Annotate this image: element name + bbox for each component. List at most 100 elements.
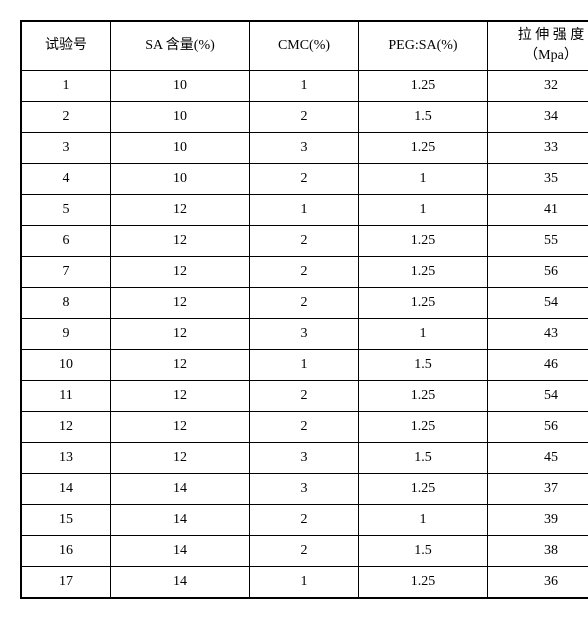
cell-ten: 38: [488, 536, 588, 567]
cell-peg: 1.5: [359, 536, 488, 567]
cell-cmc: 3: [250, 474, 359, 505]
cell-cmc: 2: [250, 381, 359, 412]
cell-ten: 45: [488, 443, 588, 474]
cell-sa: 12: [111, 443, 250, 474]
cell-peg: 1.25: [359, 71, 488, 102]
cell-ten: 43: [488, 319, 588, 350]
cell-sa: 10: [111, 133, 250, 164]
table-row: 171411.2536: [21, 567, 588, 599]
cell-cmc: 3: [250, 319, 359, 350]
cell-peg: 1: [359, 195, 488, 226]
cell-ten: 56: [488, 412, 588, 443]
cell-sa: 12: [111, 195, 250, 226]
cell-idx: 10: [21, 350, 111, 381]
cell-ten: 56: [488, 257, 588, 288]
table-row: 9123143: [21, 319, 588, 350]
cell-cmc: 1: [250, 195, 359, 226]
cell-ten: 54: [488, 288, 588, 319]
cell-idx: 3: [21, 133, 111, 164]
col-header-cmc: CMC(%): [250, 21, 359, 71]
cell-cmc: 2: [250, 226, 359, 257]
cell-idx: 13: [21, 443, 111, 474]
cell-idx: 6: [21, 226, 111, 257]
cell-cmc: 2: [250, 257, 359, 288]
cell-sa: 14: [111, 505, 250, 536]
cell-cmc: 2: [250, 288, 359, 319]
cell-idx: 7: [21, 257, 111, 288]
cell-ten: 37: [488, 474, 588, 505]
table-row: 111221.2554: [21, 381, 588, 412]
table-row: 15142139: [21, 505, 588, 536]
cell-peg: 1.5: [359, 443, 488, 474]
cell-ten: 55: [488, 226, 588, 257]
cell-idx: 14: [21, 474, 111, 505]
cell-sa: 12: [111, 288, 250, 319]
cell-cmc: 2: [250, 102, 359, 133]
cell-idx: 1: [21, 71, 111, 102]
cell-peg: 1.25: [359, 474, 488, 505]
col-header-peg: PEG:SA(%): [359, 21, 488, 71]
cell-peg: 1.25: [359, 567, 488, 599]
cell-sa: 12: [111, 350, 250, 381]
cell-peg: 1.5: [359, 102, 488, 133]
cell-peg: 1.25: [359, 381, 488, 412]
cell-idx: 5: [21, 195, 111, 226]
cell-cmc: 2: [250, 412, 359, 443]
data-table: 试验号 SA 含量(%) CMC(%) PEG:SA(%) 拉 伸 强 度（Mp…: [20, 20, 588, 599]
table-row: 101211.546: [21, 350, 588, 381]
cell-cmc: 2: [250, 536, 359, 567]
cell-peg: 1.25: [359, 226, 488, 257]
cell-sa: 10: [111, 164, 250, 195]
cell-ten: 33: [488, 133, 588, 164]
cell-ten: 32: [488, 71, 588, 102]
cell-cmc: 1: [250, 71, 359, 102]
cell-idx: 17: [21, 567, 111, 599]
cell-ten: 36: [488, 567, 588, 599]
table-row: 141431.2537: [21, 474, 588, 505]
cell-sa: 12: [111, 319, 250, 350]
cell-ten: 35: [488, 164, 588, 195]
cell-peg: 1.25: [359, 257, 488, 288]
cell-peg: 1.5: [359, 350, 488, 381]
cell-cmc: 3: [250, 133, 359, 164]
header-row: 试验号 SA 含量(%) CMC(%) PEG:SA(%) 拉 伸 强 度（Mp…: [21, 21, 588, 71]
cell-cmc: 1: [250, 350, 359, 381]
cell-idx: 12: [21, 412, 111, 443]
table-row: 21021.534: [21, 102, 588, 133]
cell-cmc: 2: [250, 505, 359, 536]
cell-idx: 15: [21, 505, 111, 536]
cell-sa: 14: [111, 567, 250, 599]
cell-peg: 1.25: [359, 412, 488, 443]
cell-sa: 14: [111, 474, 250, 505]
cell-idx: 8: [21, 288, 111, 319]
table-row: 11011.2532: [21, 71, 588, 102]
cell-peg: 1.25: [359, 133, 488, 164]
cell-sa: 10: [111, 71, 250, 102]
table-body: 11011.253221021.53431031.253341021355121…: [21, 71, 588, 599]
table-row: 31031.2533: [21, 133, 588, 164]
cell-cmc: 1: [250, 567, 359, 599]
cell-sa: 12: [111, 412, 250, 443]
cell-ten: 46: [488, 350, 588, 381]
cell-ten: 39: [488, 505, 588, 536]
table-row: 161421.538: [21, 536, 588, 567]
cell-idx: 16: [21, 536, 111, 567]
cell-peg: 1.25: [359, 288, 488, 319]
table-row: 131231.545: [21, 443, 588, 474]
cell-ten: 34: [488, 102, 588, 133]
col-header-sa: SA 含量(%): [111, 21, 250, 71]
cell-sa: 12: [111, 381, 250, 412]
cell-cmc: 3: [250, 443, 359, 474]
cell-peg: 1: [359, 319, 488, 350]
cell-idx: 9: [21, 319, 111, 350]
cell-cmc: 2: [250, 164, 359, 195]
cell-peg: 1: [359, 505, 488, 536]
col-header-ten: 拉 伸 强 度（Mpa）: [488, 21, 588, 71]
cell-sa: 12: [111, 226, 250, 257]
table-row: 4102135: [21, 164, 588, 195]
cell-peg: 1: [359, 164, 488, 195]
table-row: 5121141: [21, 195, 588, 226]
table-row: 121221.2556: [21, 412, 588, 443]
table-row: 81221.2554: [21, 288, 588, 319]
cell-idx: 2: [21, 102, 111, 133]
